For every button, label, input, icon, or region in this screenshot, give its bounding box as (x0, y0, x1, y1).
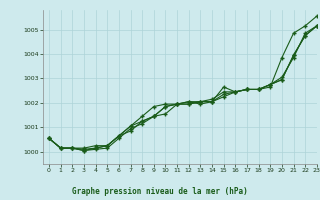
Text: Graphe pression niveau de la mer (hPa): Graphe pression niveau de la mer (hPa) (72, 187, 248, 196)
